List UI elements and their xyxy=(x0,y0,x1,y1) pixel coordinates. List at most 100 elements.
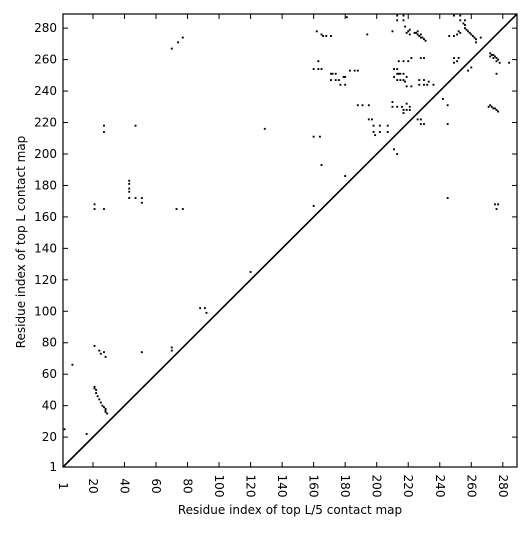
y-tick-label: 60 xyxy=(42,367,57,381)
contact-mark-upper xyxy=(330,79,332,82)
contact-mark-upper xyxy=(432,83,435,86)
contact-mark-upper xyxy=(177,41,180,44)
contact-mark-upper xyxy=(348,69,351,72)
contact-marks xyxy=(63,14,511,435)
contact-mark-upper xyxy=(391,101,394,104)
contact-mark-upper xyxy=(423,38,425,41)
contact-mark-upper xyxy=(128,179,131,182)
contact-mark-upper xyxy=(134,197,137,199)
x-tick-label: 140 xyxy=(275,475,289,498)
contact-mark-upper xyxy=(393,68,395,70)
contact-mark-upper xyxy=(410,57,413,59)
y-tick-label: 140 xyxy=(34,241,57,255)
contact-mark-upper xyxy=(467,69,470,72)
contact-mark-upper xyxy=(103,351,105,354)
contact-mark-upper xyxy=(98,349,101,352)
contact-mark-upper xyxy=(99,401,102,404)
contact-mark-upper xyxy=(497,110,500,113)
contact-mark-upper xyxy=(418,79,421,82)
y-tick-label: 220 xyxy=(34,116,57,130)
contact-mark-upper xyxy=(498,61,501,64)
contact-mark-upper xyxy=(175,208,178,210)
contact-mark-upper xyxy=(493,203,496,206)
contact-mark-upper xyxy=(181,208,184,210)
contact-mark-upper xyxy=(330,72,332,75)
contact-mark-upper xyxy=(399,72,402,75)
contact-mark-upper xyxy=(319,135,321,138)
contact-mark-upper xyxy=(96,395,99,398)
contact-mark-upper xyxy=(471,35,474,37)
contact-mark-upper xyxy=(396,79,399,82)
contact-mark-upper xyxy=(263,127,266,130)
contact-mark-upper xyxy=(408,28,411,31)
contact-mark-upper xyxy=(457,30,460,33)
contact-mark-upper xyxy=(320,68,323,70)
contact-mark-upper xyxy=(465,28,468,31)
contact-mark-upper xyxy=(331,72,334,75)
contact-mark-upper xyxy=(493,107,496,110)
contact-mark-upper xyxy=(418,83,421,86)
x-tick-label: 120 xyxy=(244,475,258,498)
contact-mark-upper xyxy=(479,36,482,39)
contact-mark-upper xyxy=(322,35,325,37)
y-tick-label: 80 xyxy=(42,336,57,350)
contact-mark-upper xyxy=(492,57,495,59)
contact-mark-upper xyxy=(419,118,422,121)
contact-mark-upper xyxy=(391,30,394,33)
contact-mark-upper xyxy=(393,75,395,78)
contact-mark-upper xyxy=(441,97,444,100)
contact-mark-upper xyxy=(140,351,143,354)
contact-mark-upper xyxy=(446,123,449,126)
contact-mark-upper xyxy=(330,35,332,37)
contact-mark-upper xyxy=(452,61,455,64)
contact-mark-upper xyxy=(487,105,490,108)
contact-mark-upper xyxy=(464,27,466,30)
contact-mark-upper xyxy=(407,60,410,63)
contact-mark-upper xyxy=(312,68,315,70)
contact-mark-upper xyxy=(402,112,405,115)
contact-mark-upper xyxy=(366,33,369,36)
x-tick-label: 280 xyxy=(496,475,510,498)
contact-mark-upper xyxy=(386,124,389,127)
contact-mark-upper xyxy=(405,109,408,111)
y-tick-label: 260 xyxy=(34,53,57,67)
x-tick-label: 240 xyxy=(433,475,447,498)
contact-mark-upper xyxy=(128,182,131,185)
contact-mark-upper xyxy=(490,105,493,108)
contact-mark-upper xyxy=(104,409,107,412)
contact-mark-upper xyxy=(397,60,400,63)
contact-mark-upper xyxy=(356,104,359,107)
x-tick-label: 80 xyxy=(181,478,195,493)
contact-mark-upper xyxy=(404,25,407,28)
contact-mark-upper xyxy=(140,201,143,204)
contact-mark-upper xyxy=(423,83,425,86)
contact-mark-upper xyxy=(344,83,347,86)
contact-mark-upper xyxy=(386,131,389,133)
contact-mark-upper xyxy=(464,24,466,26)
contact-mark-upper xyxy=(416,33,419,36)
contact-mark-upper xyxy=(489,52,492,55)
x-tick-label: 200 xyxy=(370,475,384,498)
contact-mark-upper xyxy=(317,68,320,70)
contact-mark-upper xyxy=(103,131,105,133)
contact-mark-upper xyxy=(205,311,208,314)
contact-mark-upper xyxy=(103,124,105,127)
contact-mark-upper xyxy=(199,307,202,310)
contact-mark-upper xyxy=(170,349,173,352)
contact-mark-upper xyxy=(402,14,405,17)
contact-mark-upper xyxy=(93,387,96,390)
y-tick-label: 120 xyxy=(34,273,57,287)
contact-mark-upper xyxy=(495,60,498,63)
contact-mark-upper xyxy=(467,30,470,33)
contact-mark-upper xyxy=(492,53,495,56)
contact-mark-upper xyxy=(334,72,337,75)
contact-mark-upper xyxy=(345,16,348,19)
contact-mark-upper xyxy=(378,124,381,127)
contact-mark-upper xyxy=(408,105,411,108)
x-tick-label: 160 xyxy=(307,475,321,498)
contact-mark-upper xyxy=(85,433,88,435)
contact-mark-upper xyxy=(407,30,410,33)
contact-mark-upper xyxy=(415,31,418,34)
contact-mark-upper xyxy=(98,398,101,401)
